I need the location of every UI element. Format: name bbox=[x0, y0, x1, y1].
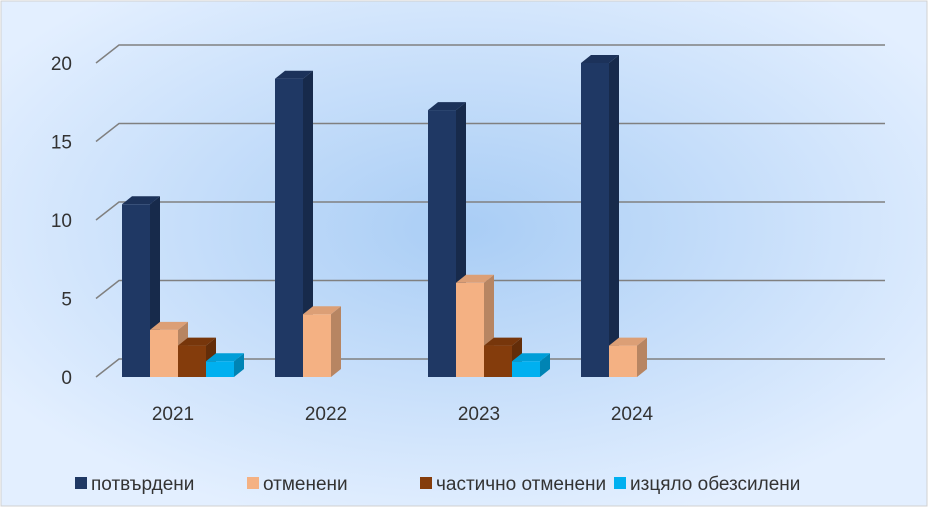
legend-label: частично отменени bbox=[436, 474, 606, 495]
bar bbox=[484, 345, 512, 377]
bar bbox=[303, 314, 331, 377]
bar bbox=[275, 78, 303, 377]
bar-top bbox=[484, 337, 522, 346]
bar bbox=[122, 204, 150, 377]
legend-label: потвърдени bbox=[91, 474, 194, 495]
bar-top bbox=[456, 274, 494, 283]
legend-label: отменени bbox=[263, 474, 348, 495]
legend-swatch bbox=[247, 477, 259, 489]
bar bbox=[206, 361, 234, 377]
bar bbox=[581, 63, 609, 377]
bar bbox=[609, 345, 637, 377]
bar-top bbox=[428, 102, 466, 111]
grid-line bbox=[95, 279, 885, 300]
legend-swatch bbox=[75, 477, 87, 489]
bar-top bbox=[150, 321, 188, 330]
grid-line bbox=[95, 44, 885, 64]
y-tick-label: 0 bbox=[61, 368, 72, 389]
y-tick-label: 5 bbox=[61, 290, 72, 311]
y-tick-label: 15 bbox=[51, 133, 72, 154]
bar-top bbox=[512, 353, 550, 362]
x-tick-label: 2024 bbox=[611, 404, 654, 425]
bar-top bbox=[303, 306, 341, 315]
bar-side bbox=[637, 337, 647, 377]
bar-top bbox=[206, 353, 244, 362]
bar bbox=[150, 329, 178, 377]
bar-side bbox=[234, 353, 244, 377]
bar-top bbox=[581, 55, 619, 63]
bar-top bbox=[178, 337, 216, 346]
bar-side bbox=[609, 55, 619, 377]
legend-label: изцяло обезсилени bbox=[630, 474, 800, 495]
bar bbox=[428, 110, 456, 377]
bar-top bbox=[275, 70, 313, 79]
bar-side bbox=[540, 353, 550, 377]
legend-swatch bbox=[420, 477, 432, 489]
bar bbox=[512, 361, 540, 377]
bar-side bbox=[303, 70, 313, 377]
x-tick-label: 2021 bbox=[152, 404, 194, 425]
grid-line bbox=[95, 122, 885, 143]
bar-side bbox=[331, 306, 341, 377]
legend-swatch bbox=[614, 477, 626, 489]
bar-top bbox=[609, 337, 647, 346]
grid-line bbox=[95, 201, 885, 221]
y-tick-label: 20 bbox=[51, 54, 72, 75]
bar-top bbox=[122, 196, 160, 205]
x-tick-label: 2022 bbox=[305, 404, 347, 425]
y-tick-label: 10 bbox=[51, 211, 72, 232]
x-tick-label: 2023 bbox=[458, 404, 500, 425]
bar bbox=[456, 282, 484, 377]
bar bbox=[178, 345, 206, 377]
